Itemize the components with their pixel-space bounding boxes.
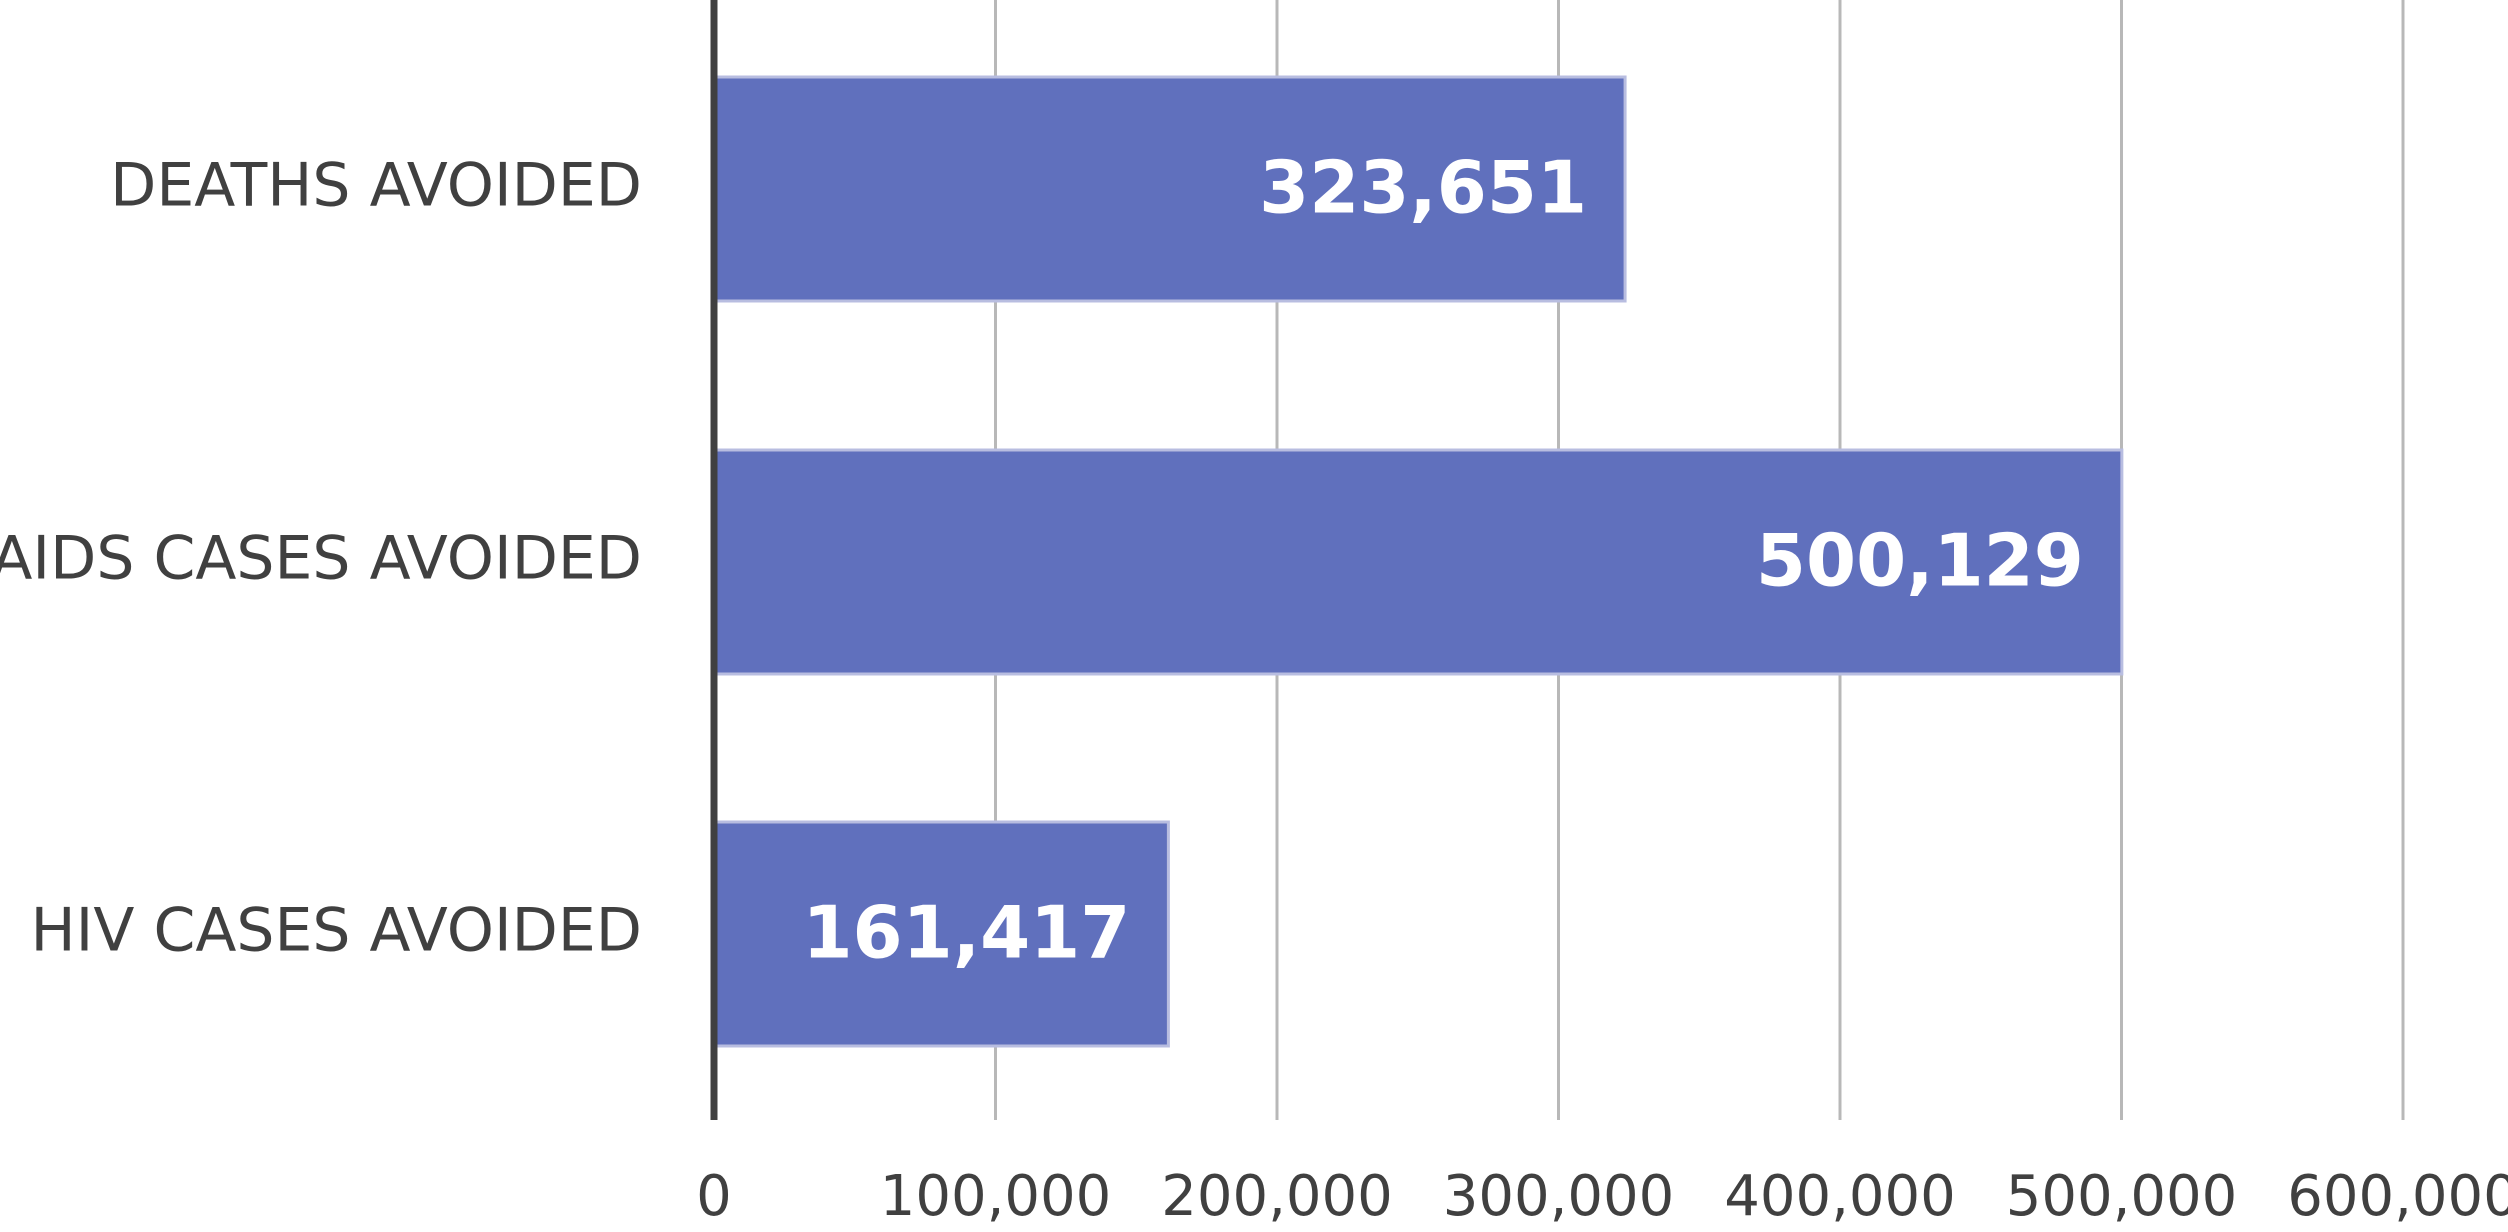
value-label: 500,129 bbox=[1756, 519, 2084, 603]
category-label: AIDS CASES AVOIDED bbox=[0, 524, 642, 594]
x-tick-label: 100,000 bbox=[880, 1164, 1112, 1229]
x-tick-label: 600,000 bbox=[2287, 1164, 2508, 1229]
value-label: 323,651 bbox=[1259, 146, 1587, 230]
x-tick-label: 500,000 bbox=[2006, 1164, 2238, 1229]
x-tick-label: 0 bbox=[696, 1164, 732, 1229]
bar bbox=[712, 448, 2124, 676]
category-label: DEATHS AVOIDED bbox=[110, 151, 642, 221]
x-tick-label: 200,000 bbox=[1161, 1164, 1393, 1229]
bar bbox=[712, 820, 1170, 1048]
value-label: 161,417 bbox=[802, 891, 1130, 975]
category-label: HIV CASES AVOIDED bbox=[31, 896, 642, 966]
bar bbox=[712, 75, 1627, 303]
x-tick-label: 300,000 bbox=[1443, 1164, 1675, 1229]
x-tick-label: 400,000 bbox=[1724, 1164, 1956, 1229]
